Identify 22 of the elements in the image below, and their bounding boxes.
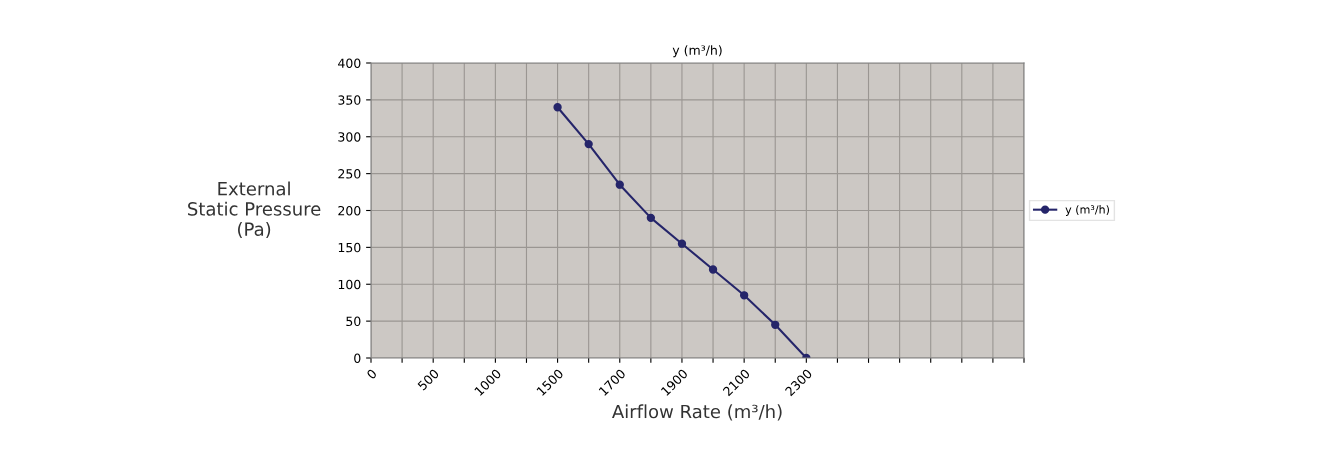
y-tick-label: 300 [338, 132, 361, 142]
point [739, 291, 749, 300]
point [615, 180, 624, 189]
x-axis-title: Airflow Rate (m³/h) [612, 404, 782, 421]
y-tick-label: 150 [338, 242, 361, 253]
y-tick-label: 50 [346, 316, 361, 327]
point [771, 320, 780, 329]
point [646, 213, 656, 223]
point [553, 103, 562, 112]
y-tick-label: 400 [338, 58, 361, 68]
legend-label: y (m³/h) [1065, 205, 1109, 216]
x-tick-label: 0 [366, 368, 378, 380]
y-tick-label: 0 [354, 353, 361, 363]
point [708, 265, 718, 274]
point [677, 239, 687, 248]
y-tick-label: 200 [338, 205, 361, 216]
chart-title: y (m³/h) [672, 45, 722, 58]
y-tick-label: 350 [338, 95, 361, 105]
y-tick-label: 100 [338, 279, 361, 290]
y-axis-title: External Static Pressure (Pa) [188, 181, 321, 239]
point [584, 139, 593, 149]
y-tick-label: 250 [338, 169, 361, 179]
